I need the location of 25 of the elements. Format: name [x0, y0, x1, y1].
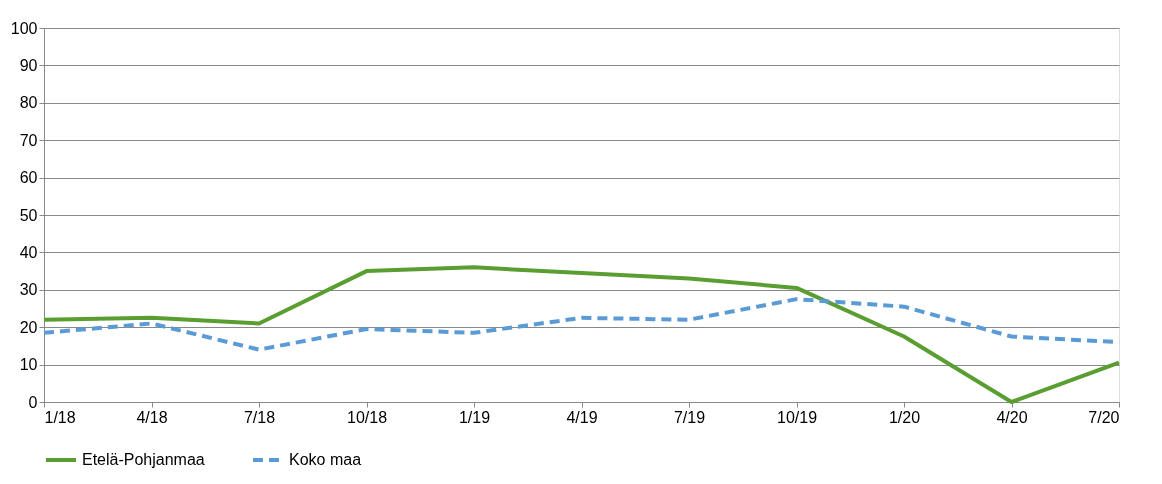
- x-tick-label: 1/18: [44, 408, 76, 426]
- y-tick-label: 10: [19, 356, 38, 374]
- y-tick-label: 50: [19, 206, 38, 224]
- y-tick-label: 20: [19, 318, 38, 336]
- x-tick-label: 1/19: [458, 408, 491, 426]
- y-tick-label: 80: [19, 94, 38, 112]
- x-tick-label: 7/20: [1088, 408, 1120, 426]
- x-tick-label: 4/18: [136, 408, 168, 426]
- x-tick-label: 1/20: [888, 408, 921, 426]
- x-tick-label: 4/20: [996, 408, 1028, 426]
- y-tick-label: 0: [28, 393, 38, 411]
- x-tick-label: 7/18: [243, 408, 276, 426]
- x-tick-label: 7/19: [673, 408, 706, 426]
- y-tick-label: 60: [19, 169, 38, 187]
- y-tick-label: 70: [19, 131, 38, 149]
- x-tick-label: 10/19: [776, 408, 818, 426]
- y-tick-label: 30: [19, 281, 38, 299]
- x-tick-label: 4/19: [566, 408, 598, 426]
- y-tick-label: 90: [19, 56, 38, 74]
- y-tick-label: 100: [10, 19, 38, 37]
- line-series: [42, 265, 1121, 404]
- x-tick-label: 10/18: [346, 408, 388, 426]
- y-tick-label: 40: [19, 243, 38, 261]
- legend-label: Etelä-Pohjanmaa: [82, 451, 205, 468]
- legend-label: Koko maa: [289, 451, 362, 468]
